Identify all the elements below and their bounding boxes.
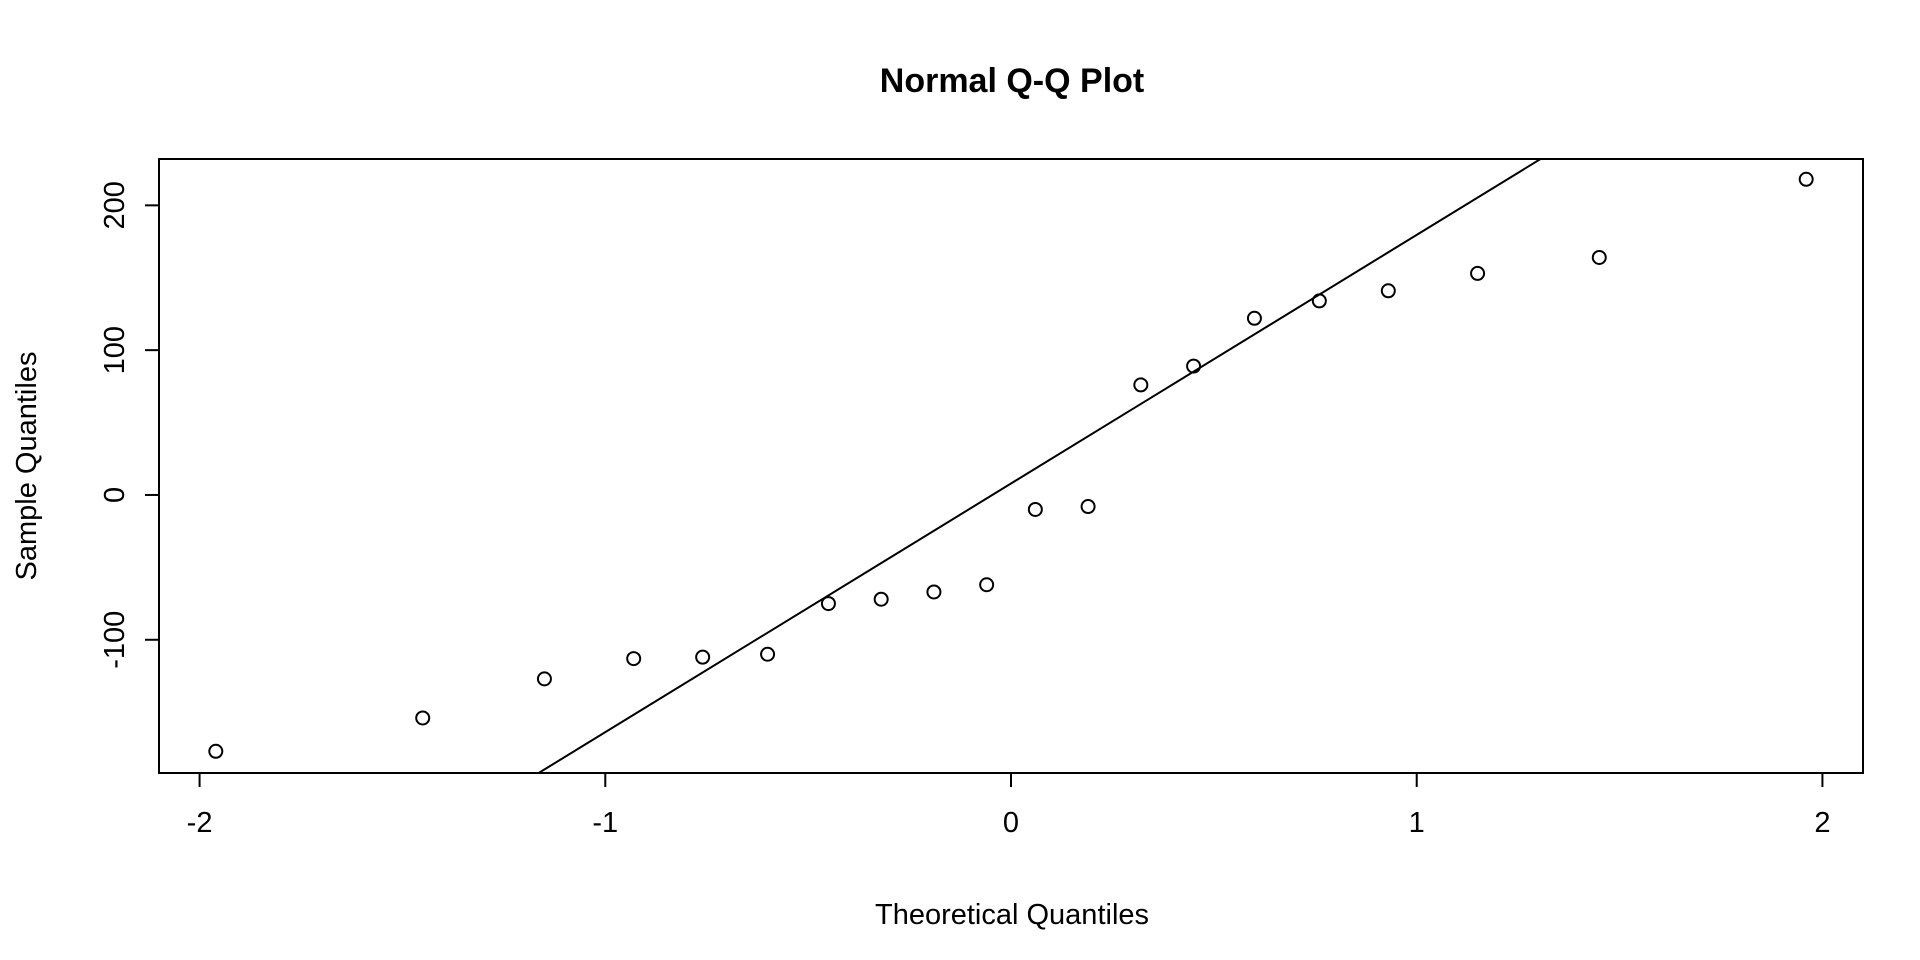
- y-axis: -100 0 100 200: [99, 181, 160, 669]
- plot-area: [208, 159, 1814, 773]
- data-point: [1080, 499, 1096, 515]
- data-point: [1027, 501, 1043, 517]
- data-point: [873, 591, 889, 607]
- data-point: [695, 649, 711, 665]
- data-point: [1133, 377, 1149, 393]
- data-point: [536, 671, 552, 687]
- data-point: [1380, 283, 1396, 299]
- x-tick-label: 2: [1814, 807, 1830, 839]
- plot-frame: [158, 158, 1864, 774]
- y-tick-label: -100: [99, 611, 131, 669]
- y-tick-label: 200: [99, 181, 131, 229]
- data-point: [1470, 265, 1486, 281]
- y-tick-label: 0: [99, 487, 131, 503]
- data-point: [626, 651, 642, 667]
- x-axis: -2 -1 0 1 2: [187, 772, 1830, 839]
- x-tick-label: 1: [1409, 807, 1425, 839]
- data-point: [1246, 310, 1262, 326]
- data-point: [1186, 358, 1202, 374]
- x-axis-label: Theoretical Quantiles: [875, 899, 1149, 931]
- x-tick-label: -1: [592, 807, 618, 839]
- y-axis-label: Sample Quantiles: [11, 352, 43, 581]
- data-point: [926, 584, 942, 600]
- data-point: [208, 743, 224, 759]
- data-point: [979, 577, 995, 593]
- data-point: [1798, 171, 1814, 187]
- data-point: [1311, 293, 1327, 309]
- qq-reference-line: [536, 159, 1543, 773]
- x-tick-label: -2: [187, 807, 213, 839]
- x-tick-label: 0: [1003, 807, 1019, 839]
- data-point: [820, 596, 836, 612]
- data-point: [1591, 249, 1607, 265]
- data-point: [415, 710, 431, 726]
- chart-title: Normal Q-Q Plot: [880, 62, 1144, 100]
- y-tick-label: 100: [99, 326, 131, 374]
- data-point: [760, 646, 776, 662]
